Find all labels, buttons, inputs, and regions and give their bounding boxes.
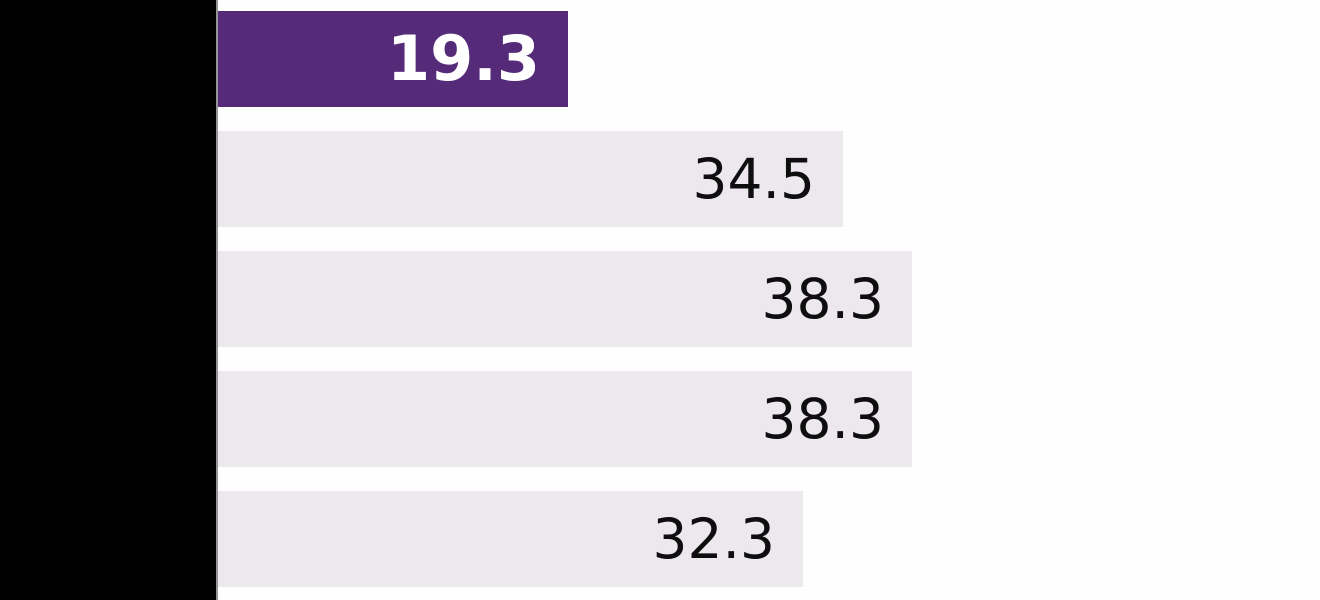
bar: 32.3 (218, 491, 803, 587)
bar: 38.3 (218, 251, 912, 347)
bar-value-label: 19.3 (387, 22, 540, 95)
bar-highlighted: 19.3 (218, 11, 568, 107)
bar-row: 38.3 (218, 251, 912, 347)
bar-row: 32.3 (218, 491, 912, 587)
bar-value-label: 38.3 (761, 386, 884, 451)
bar-row: 38.3 (218, 371, 912, 467)
bar-row: 34.5 (218, 131, 912, 227)
bars-container: 19.3 34.5 38.3 38.3 32.3 (218, 11, 912, 600)
bar: 34.5 (218, 131, 843, 227)
bar: 38.3 (218, 371, 912, 467)
bar-value-label: 34.5 (692, 146, 815, 211)
left-black-panel (0, 0, 216, 600)
bar-row: 19.3 (218, 11, 912, 107)
y-axis-line (216, 0, 218, 600)
bar-value-label: 38.3 (761, 266, 884, 331)
bar-value-label: 32.3 (652, 506, 775, 571)
